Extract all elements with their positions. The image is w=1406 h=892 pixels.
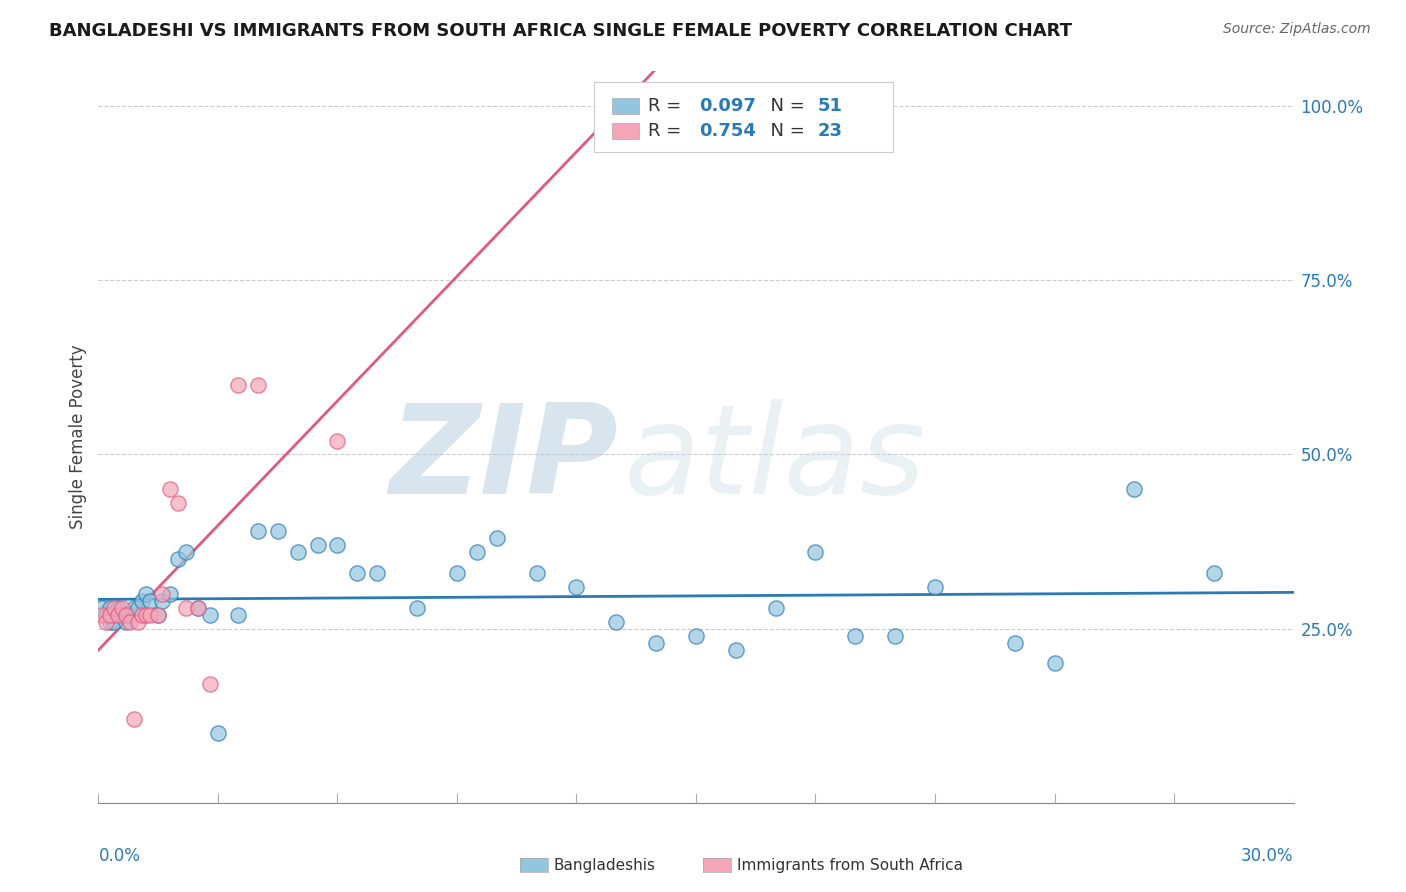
Point	[98, 607, 122, 622]
Point	[115, 615, 138, 629]
Text: 51: 51	[818, 97, 842, 115]
Point	[167, 496, 190, 510]
Point	[307, 538, 329, 552]
Point	[91, 607, 114, 622]
Point	[159, 587, 181, 601]
Y-axis label: Single Female Poverty: Single Female Poverty	[69, 345, 87, 529]
Point	[465, 545, 488, 559]
Point	[267, 524, 290, 538]
Point	[246, 377, 269, 392]
Point	[187, 600, 209, 615]
Point	[346, 566, 368, 580]
Point	[446, 566, 468, 580]
Point	[150, 594, 173, 608]
FancyBboxPatch shape	[595, 82, 893, 152]
Point	[139, 594, 162, 608]
Point	[246, 524, 269, 538]
Point	[115, 607, 138, 622]
Point	[884, 629, 907, 643]
Text: R =: R =	[648, 121, 688, 140]
Text: 23: 23	[818, 121, 842, 140]
Text: BANGLADESHI VS IMMIGRANTS FROM SOUTH AFRICA SINGLE FEMALE POVERTY CORRELATION CH: BANGLADESHI VS IMMIGRANTS FROM SOUTH AFR…	[49, 22, 1073, 40]
Point	[124, 600, 146, 615]
Point	[685, 629, 707, 643]
Text: Immigrants from South Africa: Immigrants from South Africa	[737, 858, 963, 872]
Point	[326, 434, 349, 448]
Point	[1202, 566, 1225, 580]
Text: Source: ZipAtlas.com: Source: ZipAtlas.com	[1223, 22, 1371, 37]
Point	[406, 600, 429, 615]
FancyBboxPatch shape	[613, 123, 638, 139]
Point	[198, 607, 221, 622]
Point	[1004, 635, 1026, 649]
Point	[111, 600, 134, 615]
Point	[287, 545, 309, 559]
Text: R =: R =	[648, 97, 688, 115]
Point	[844, 629, 866, 643]
Point	[724, 642, 747, 657]
Point	[103, 607, 125, 622]
Text: 0.097: 0.097	[700, 97, 756, 115]
Point	[226, 377, 249, 392]
Text: 0.0%: 0.0%	[98, 847, 141, 864]
Point	[91, 600, 114, 615]
Point	[226, 607, 249, 622]
Point	[124, 712, 146, 726]
Point	[366, 566, 388, 580]
Point	[485, 531, 508, 545]
FancyBboxPatch shape	[613, 98, 638, 114]
Point	[96, 615, 118, 629]
Point	[167, 552, 190, 566]
Text: N =: N =	[759, 121, 811, 140]
Point	[174, 545, 197, 559]
Point	[98, 615, 122, 629]
Point	[96, 607, 118, 622]
Text: ZIP: ZIP	[389, 399, 619, 519]
Point	[127, 615, 149, 629]
Point	[565, 580, 588, 594]
Text: atlas: atlas	[624, 399, 927, 519]
Point	[326, 538, 349, 552]
Point	[139, 607, 162, 622]
Point	[135, 607, 157, 622]
Text: N =: N =	[759, 97, 811, 115]
Point	[120, 607, 142, 622]
Point	[1123, 483, 1146, 497]
Point	[115, 607, 138, 622]
Point	[150, 587, 173, 601]
Point	[148, 607, 170, 622]
Text: 0.754: 0.754	[700, 121, 756, 140]
Point	[198, 677, 221, 691]
Point	[98, 600, 122, 615]
Point	[107, 600, 129, 615]
Point	[103, 615, 125, 629]
Point	[159, 483, 181, 497]
Point	[1043, 657, 1066, 671]
Text: Bangladeshis: Bangladeshis	[554, 858, 657, 872]
Point	[207, 726, 229, 740]
Text: 30.0%: 30.0%	[1241, 847, 1294, 864]
Point	[174, 600, 197, 615]
Point	[765, 600, 787, 615]
Point	[107, 607, 129, 622]
Point	[103, 600, 125, 615]
Point	[804, 545, 827, 559]
Point	[605, 615, 627, 629]
Point	[924, 580, 946, 594]
Point	[645, 635, 668, 649]
Point	[131, 594, 153, 608]
Point	[187, 600, 209, 615]
Point	[526, 566, 548, 580]
Point	[127, 600, 149, 615]
Point	[120, 615, 142, 629]
Point	[111, 607, 134, 622]
Point	[148, 607, 170, 622]
Point	[131, 607, 153, 622]
Point	[135, 587, 157, 601]
